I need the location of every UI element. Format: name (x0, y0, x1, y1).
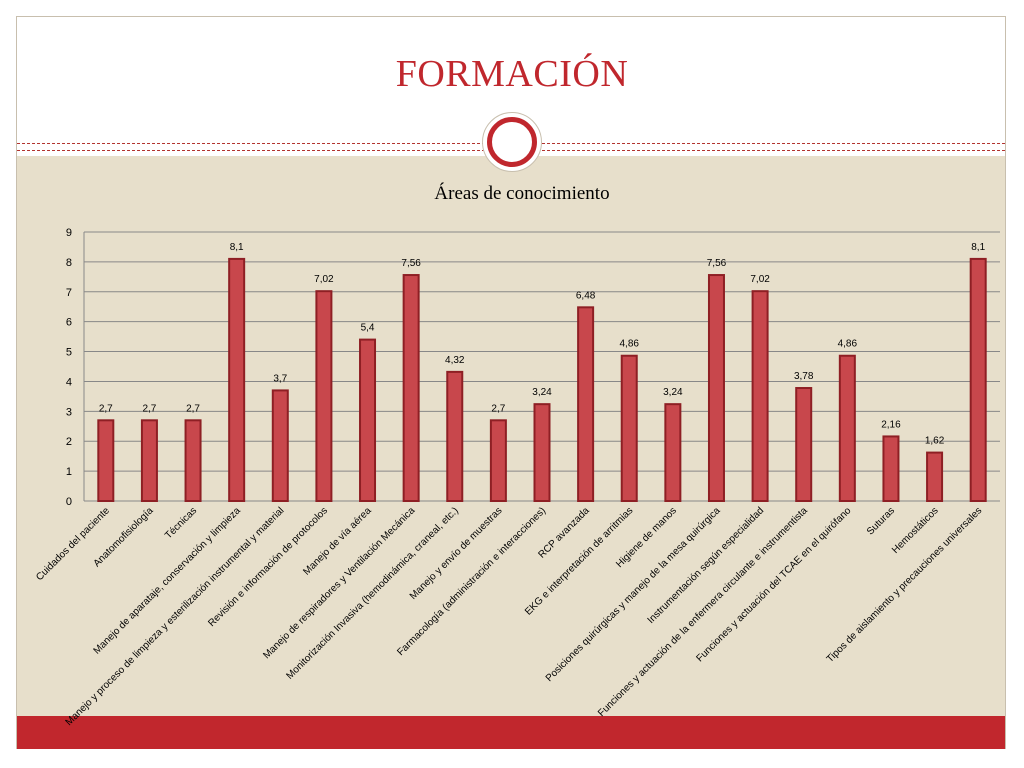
data-label: 2,7 (491, 403, 505, 414)
data-label: 2,16 (881, 419, 901, 430)
bar (184, 419, 202, 502)
y-tick-label: 3 (66, 406, 72, 418)
y-tick-label: 7 (66, 287, 72, 299)
data-label: 7,02 (314, 274, 334, 285)
bar (489, 419, 507, 502)
bar (140, 419, 158, 502)
bar (533, 403, 551, 502)
y-tick-label: 5 (66, 347, 72, 359)
data-label: 1,62 (925, 436, 945, 447)
x-tick-label: Funciones y actuación del TCAE en el qui… (694, 505, 853, 664)
x-tick-label: Funciones y actuación de la enfermera ci… (596, 505, 810, 719)
bar (446, 370, 464, 502)
x-tick-label: Cuidados del paciente (34, 505, 112, 583)
x-tick-label: Manejo de aparataje, conservación y limp… (92, 505, 244, 657)
data-label: 8,1 (971, 242, 985, 253)
data-label: 3,24 (532, 387, 552, 398)
data-label: 4,86 (620, 339, 640, 350)
y-tick-label: 0 (66, 496, 72, 508)
x-tick-label: Técnicas (163, 505, 199, 541)
y-tick-label: 2 (66, 436, 72, 448)
data-label: 2,7 (142, 403, 156, 414)
bar (882, 435, 900, 502)
bar (97, 419, 115, 502)
bar (402, 274, 420, 503)
data-label: 7,02 (750, 274, 770, 285)
bar (838, 354, 856, 502)
bar (664, 403, 682, 502)
y-tick-label: 8 (66, 257, 72, 269)
data-label: 4,86 (838, 339, 858, 350)
y-tick-label: 6 (66, 317, 72, 329)
bar (315, 290, 333, 502)
x-tick-label: Manejo de respiradores y Ventilación Mec… (261, 505, 417, 661)
x-tick-label: Manejo y envío de muestras (408, 505, 505, 602)
bar (228, 257, 246, 502)
x-tick-label: Suturas (865, 505, 897, 537)
data-label: 7,56 (707, 258, 727, 269)
y-tick-label: 1 (66, 466, 72, 478)
x-tick-label: Manejo y proceso de limpieza y esteriliz… (64, 505, 287, 728)
x-tick-label: Tipos de aislamiento y precauciones univ… (825, 505, 985, 665)
footer-bar (17, 716, 1005, 749)
data-label: 4,32 (445, 355, 465, 366)
data-label: 3,7 (273, 373, 287, 384)
bar (359, 338, 377, 502)
bar (620, 354, 638, 502)
bar (271, 389, 289, 502)
data-label: 5,4 (361, 323, 375, 334)
y-tick-label: 4 (66, 376, 72, 388)
data-label: 2,7 (186, 403, 200, 414)
bar (969, 257, 987, 502)
bar (751, 290, 769, 502)
data-label: 8,1 (230, 242, 244, 253)
chart-title: Áreas de conocimiento (434, 183, 610, 204)
slide-title: FORMACIÓN (395, 53, 629, 95)
data-label: 3,78 (794, 371, 814, 382)
bar (926, 451, 944, 502)
bar (795, 387, 813, 502)
bar (577, 306, 595, 502)
decorative-ring-inner (487, 117, 537, 167)
bar (707, 274, 725, 503)
data-label: 6,48 (576, 290, 596, 301)
x-tick-label: Farmacología (administración e interacci… (395, 505, 548, 658)
data-label: 2,7 (99, 403, 113, 414)
data-label: 3,24 (663, 387, 683, 398)
data-label: 7,56 (401, 258, 421, 269)
y-tick-label: 9 (66, 227, 72, 239)
